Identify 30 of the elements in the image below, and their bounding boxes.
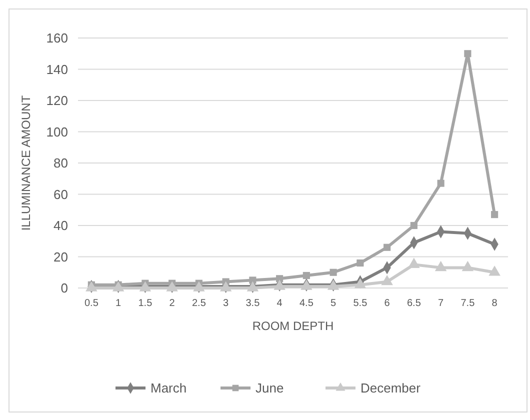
x-tick-label: 4.5 — [299, 298, 314, 309]
y-tick-label: 160 — [46, 30, 68, 46]
x-tick-label: 2.5 — [192, 298, 206, 309]
x-tick-label: 3.5 — [246, 298, 260, 309]
y-tick-label: 80 — [54, 156, 68, 171]
x-tick-label: 6.5 — [406, 298, 422, 309]
x-tick-label: 8 — [492, 298, 498, 309]
x-tick-label: 0.5 — [84, 298, 99, 309]
y-tick-label: 100 — [46, 124, 68, 140]
x-tick-label: 1.5 — [138, 298, 153, 309]
x-tick-label: 5.5 — [353, 298, 368, 309]
y-tick-label: 40 — [54, 218, 68, 234]
x-tick-label: 3 — [223, 298, 230, 309]
x-tick-label: 2 — [169, 298, 176, 309]
y-tick-label: 60 — [54, 186, 68, 202]
y-tick-label: 0 — [60, 280, 68, 296]
x-tick-label: 4 — [276, 298, 283, 309]
legend-label: December — [360, 380, 422, 396]
x-tick-label: 5 — [330, 298, 337, 309]
x-tick-label: 7.5 — [460, 298, 476, 309]
y-axis-title: ILLUMINANCE AMOUNT — [19, 94, 33, 231]
legend-label: June — [256, 380, 284, 396]
y-tick-label: 20 — [54, 249, 68, 264]
x-tick-label: 1 — [116, 298, 122, 309]
y-tick-label: 120 — [46, 93, 68, 108]
y-tick-label: 140 — [46, 62, 68, 77]
x-axis-title: ROOM DEPTH — [252, 319, 334, 333]
x-tick-label: 6 — [384, 298, 390, 309]
x-tick-label: 7 — [438, 298, 444, 309]
legend-label: March — [150, 380, 187, 396]
